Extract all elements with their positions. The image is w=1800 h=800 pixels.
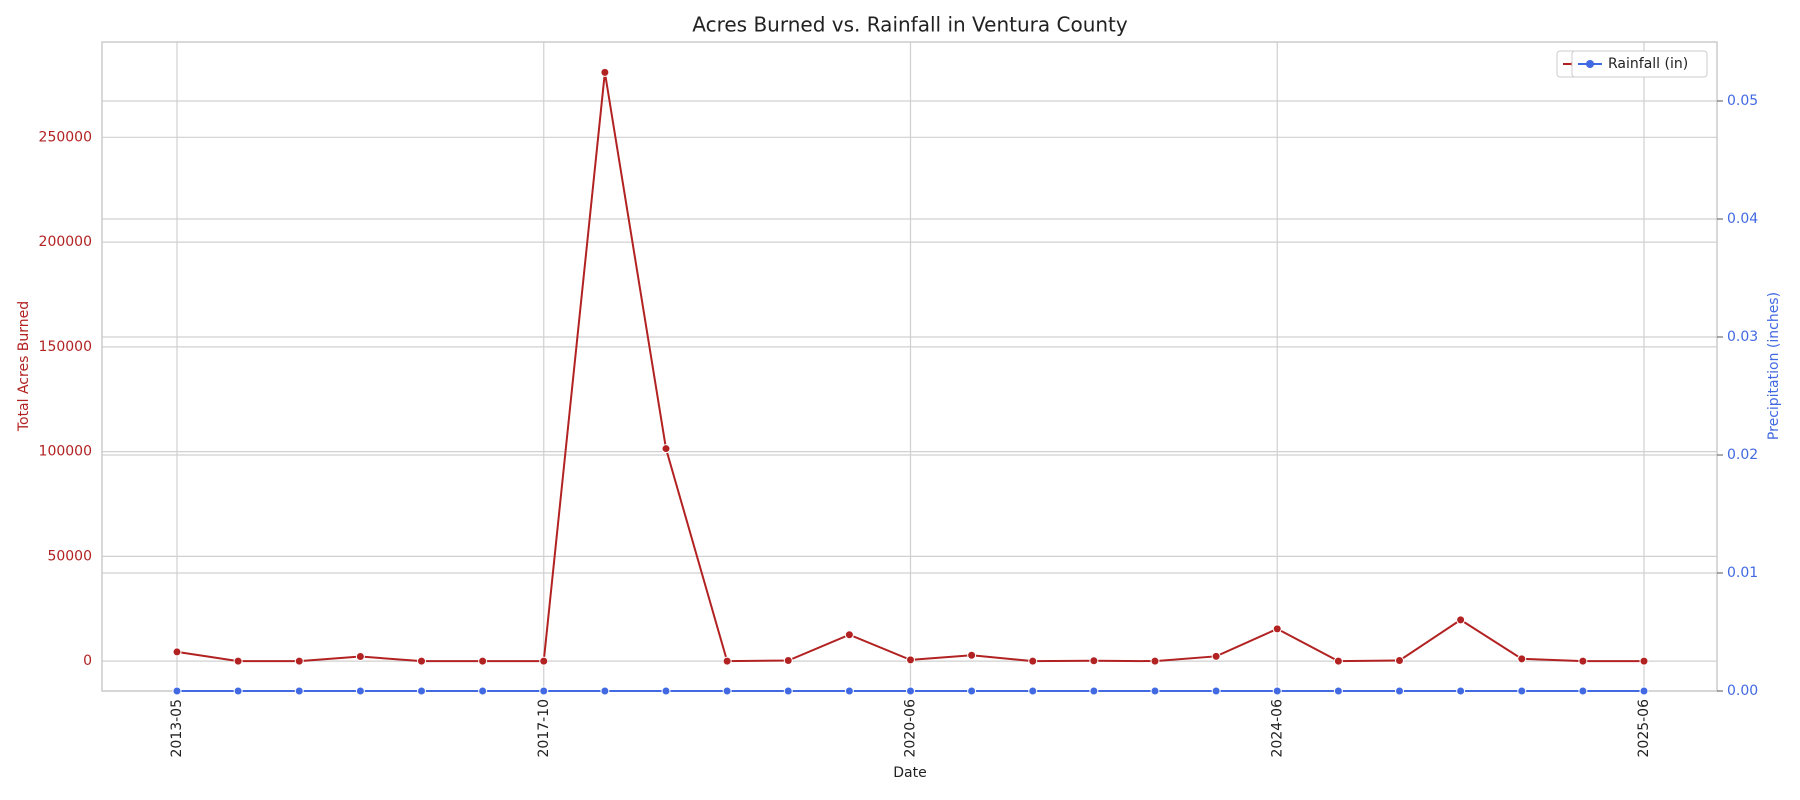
point	[1578, 686, 1588, 696]
point	[1211, 651, 1221, 661]
point	[600, 686, 610, 696]
y-tick-label: 250000	[39, 129, 92, 145]
point	[600, 67, 610, 77]
point	[661, 444, 671, 454]
legend-label: Rainfall (in)	[1608, 56, 1688, 72]
y-tick-label: 100000	[39, 444, 92, 460]
y-tick-label: 50000	[47, 548, 92, 564]
point	[1028, 656, 1038, 666]
point	[1395, 686, 1404, 696]
point	[1456, 615, 1466, 625]
point	[661, 686, 671, 696]
y2-tick-label: 0.04	[1727, 211, 1758, 227]
point	[722, 686, 732, 696]
chart-title: Acres Burned vs. Rainfall in Ventura Cou…	[692, 13, 1128, 37]
point	[906, 686, 915, 696]
point	[1517, 686, 1527, 696]
y2-tick-label: 0.01	[1727, 565, 1758, 581]
point	[1272, 624, 1282, 634]
point	[967, 650, 977, 660]
point	[967, 686, 977, 696]
y2-tick-label: 0.00	[1727, 683, 1758, 699]
point	[478, 656, 488, 666]
point	[844, 630, 854, 640]
point	[355, 686, 365, 696]
point	[1639, 686, 1649, 696]
point	[844, 686, 854, 696]
y-tick-label: 0	[83, 653, 92, 669]
point	[417, 656, 426, 666]
y-tick-label: 200000	[39, 234, 92, 250]
point	[1395, 656, 1404, 666]
plot-frame	[101, 41, 1718, 692]
y2-axis-label: Precipitation (inches)	[1766, 292, 1782, 440]
point	[1028, 686, 1038, 696]
point	[172, 686, 182, 696]
x-tick-label: 2013-05	[169, 699, 185, 758]
point	[417, 686, 426, 696]
y2-tick-label: 0.05	[1727, 93, 1758, 109]
point	[906, 655, 915, 665]
y2-tick-label: 0.03	[1727, 329, 1758, 345]
point	[233, 656, 243, 666]
point	[1150, 686, 1160, 696]
point	[478, 686, 488, 696]
point	[1578, 656, 1588, 666]
point	[1333, 656, 1343, 666]
point	[1089, 656, 1099, 666]
point	[1150, 656, 1160, 666]
point	[1272, 686, 1282, 696]
point	[783, 656, 793, 666]
point	[783, 686, 793, 696]
y2-tick-label: 0.02	[1727, 447, 1758, 463]
point	[1333, 686, 1343, 696]
x-tick-label: 2020-06	[903, 699, 919, 758]
x-tick-label: 2025-06	[1636, 699, 1652, 758]
y-tick-label: 150000	[39, 339, 92, 355]
point	[539, 656, 549, 666]
point	[233, 686, 243, 696]
y-axis-label: Total Acres Burned	[16, 301, 32, 432]
point	[1639, 656, 1649, 666]
point	[539, 686, 549, 696]
point	[172, 647, 182, 657]
point	[1517, 654, 1527, 664]
point	[294, 656, 304, 666]
x-axis-label: Date	[893, 765, 926, 781]
x-tick-label: 2017-10	[536, 699, 552, 758]
point	[1456, 686, 1466, 696]
legend-marker	[1586, 60, 1594, 68]
point	[1089, 686, 1099, 696]
point	[722, 656, 732, 666]
point	[294, 686, 304, 696]
x-tick-label: 2024-06	[1269, 699, 1285, 758]
legend-box	[1571, 50, 1708, 78]
point	[1211, 686, 1221, 696]
point	[355, 652, 365, 662]
